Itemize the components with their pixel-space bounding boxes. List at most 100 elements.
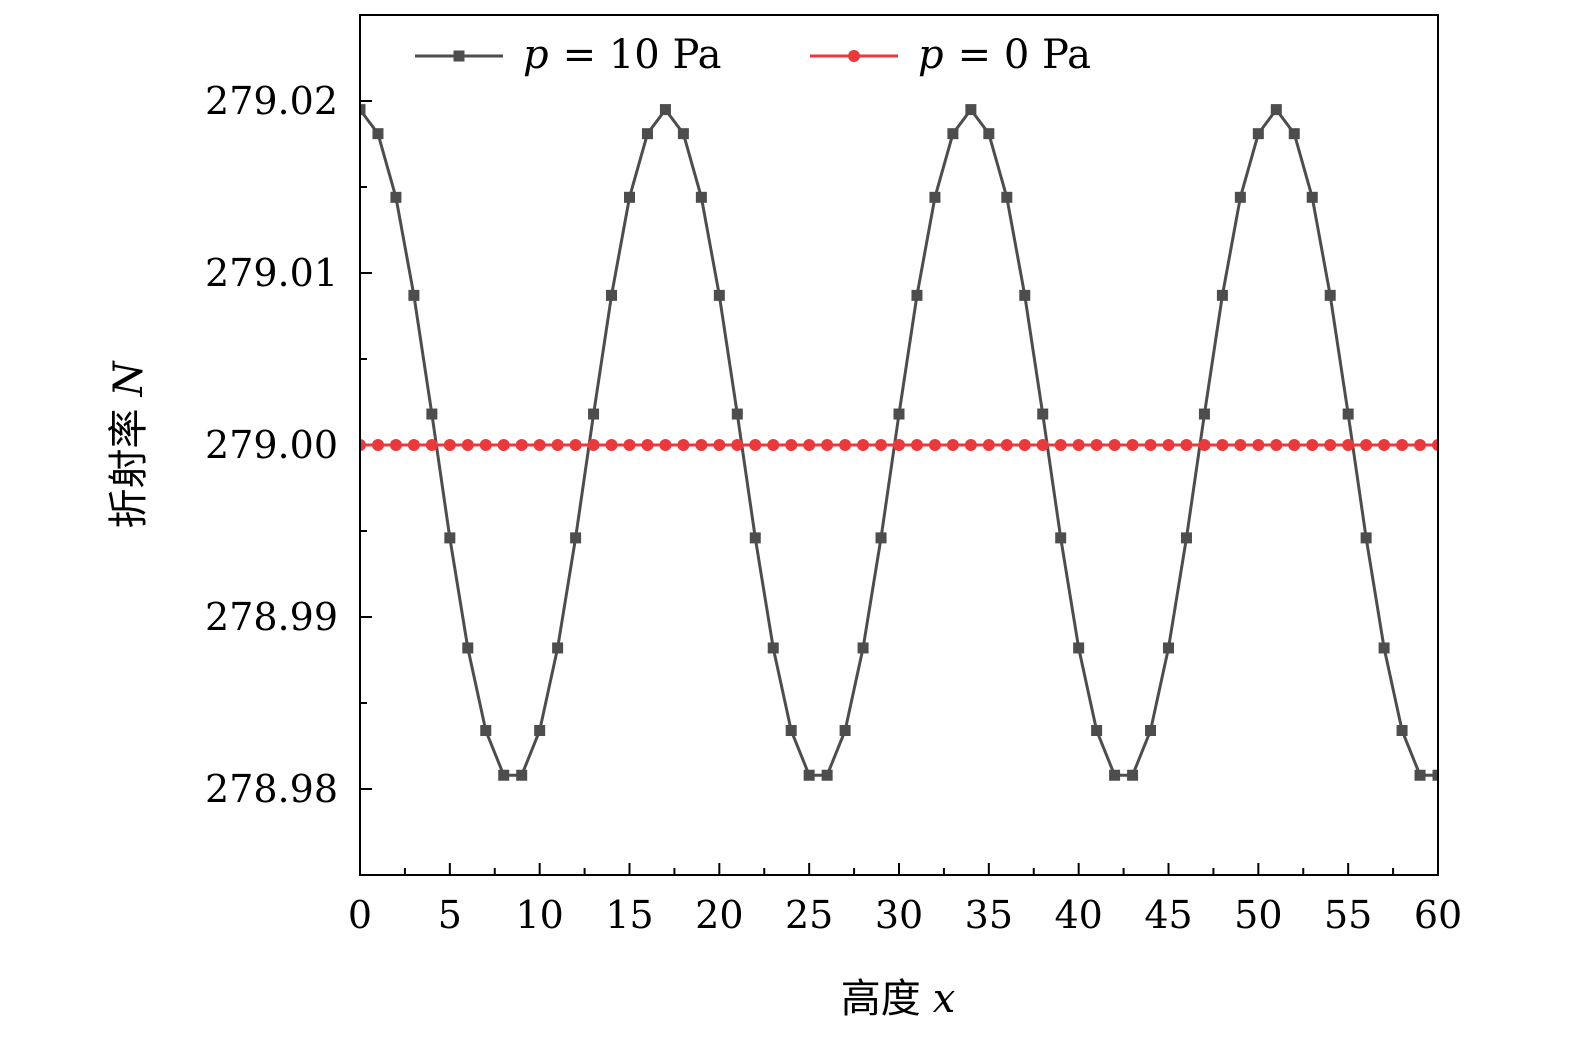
data-point (497, 439, 510, 451)
data-point (1108, 439, 1121, 451)
data-point (1234, 191, 1246, 203)
x-tick-label: 50 (1234, 893, 1282, 937)
data-point (875, 439, 888, 451)
data-point (1396, 725, 1408, 737)
x-tick-label: 30 (875, 893, 923, 937)
x-axis-title-var: x (933, 976, 956, 1022)
data-point (515, 439, 528, 451)
data-point (570, 532, 582, 544)
data-point (947, 128, 959, 140)
x-tick-label: 10 (515, 893, 563, 937)
data-point (893, 408, 905, 420)
data-point (1324, 439, 1337, 451)
y-axis-title-text: 折射率 (106, 409, 152, 529)
data-point (893, 439, 905, 451)
legend-marker (848, 50, 860, 62)
data-point (965, 104, 977, 116)
data-point (946, 439, 959, 451)
legend-var: p (523, 32, 549, 78)
data-point (983, 128, 995, 140)
data-point (1288, 439, 1301, 451)
legend-label: p = 10 Pa (523, 32, 721, 78)
data-point (1414, 439, 1427, 451)
data-point (1360, 532, 1372, 544)
x-tick-label: 20 (695, 893, 743, 937)
data-point (1036, 439, 1049, 451)
data-point (821, 439, 834, 451)
x-axis-title-text: 高度 (841, 976, 921, 1022)
data-point (839, 725, 851, 737)
data-point (731, 408, 743, 420)
data-point (516, 769, 528, 781)
data-point (552, 642, 564, 654)
data-point (695, 191, 707, 203)
data-point (1378, 439, 1391, 451)
data-point (371, 439, 384, 451)
data-point (911, 289, 923, 301)
data-point (803, 769, 815, 781)
x-tick-label: 25 (785, 893, 833, 937)
data-point (641, 128, 653, 140)
data-point (821, 769, 833, 781)
data-point (677, 128, 689, 140)
data-point (426, 408, 438, 420)
data-point (1306, 439, 1319, 451)
x-tick-label: 35 (965, 893, 1013, 937)
data-point (389, 439, 402, 451)
data-point (767, 642, 779, 654)
data-point (910, 439, 923, 451)
x-tick-label: 40 (1054, 893, 1102, 937)
y-tick-label: 278.99 (205, 595, 338, 639)
series-p0 (360, 439, 1438, 451)
data-point (749, 532, 761, 544)
legend: p = 10 Pa p = 0 Pa (415, 32, 1091, 78)
x-tick-label: 55 (1324, 893, 1372, 937)
data-point (982, 439, 995, 451)
axis-ticks: 0 5 10 15 20 25 30 35 40 45 50 55 60 278.98 278.99 279.… (205, 14, 1462, 937)
y-tick-label: 279.01 (205, 251, 338, 295)
data-point (1109, 769, 1121, 781)
data-point (462, 642, 474, 654)
data-point (498, 769, 510, 781)
data-point (857, 642, 869, 654)
data-point (444, 532, 456, 544)
data-point (1288, 128, 1300, 140)
data-point (731, 439, 744, 451)
data-point (695, 439, 708, 451)
data-point (1072, 439, 1085, 451)
data-point (606, 289, 618, 301)
y-axis-title: 折射率 N (106, 360, 152, 529)
data-point (1270, 439, 1283, 451)
data-point (479, 439, 492, 451)
data-point (1001, 191, 1013, 203)
data-point (372, 128, 384, 140)
x-tick-label: 15 (605, 893, 653, 937)
data-point (587, 439, 600, 451)
data-point (1324, 289, 1336, 301)
data-point (1216, 439, 1229, 451)
data-point (623, 439, 636, 451)
data-point (1198, 408, 1210, 420)
legend-value: = 0 Pa (958, 32, 1091, 78)
data-point (1234, 439, 1247, 451)
data-point (1073, 642, 1085, 654)
data-point (1414, 769, 1426, 781)
y-tick-label: 279.02 (205, 79, 338, 123)
data-point (1055, 532, 1067, 544)
data-point (1090, 439, 1103, 451)
data-point (443, 439, 456, 451)
data-point (1360, 439, 1373, 451)
data-point (1270, 104, 1282, 116)
data-point (928, 439, 941, 451)
data-point (1396, 439, 1409, 451)
data-point (1144, 439, 1157, 451)
data-point (533, 439, 546, 451)
data-point (1216, 289, 1228, 301)
data-point (1198, 439, 1211, 451)
data-point (1342, 439, 1355, 451)
data-point (785, 725, 797, 737)
data-point (390, 191, 402, 203)
x-axis-title: 高度 x (841, 976, 956, 1022)
data-point (360, 104, 366, 116)
